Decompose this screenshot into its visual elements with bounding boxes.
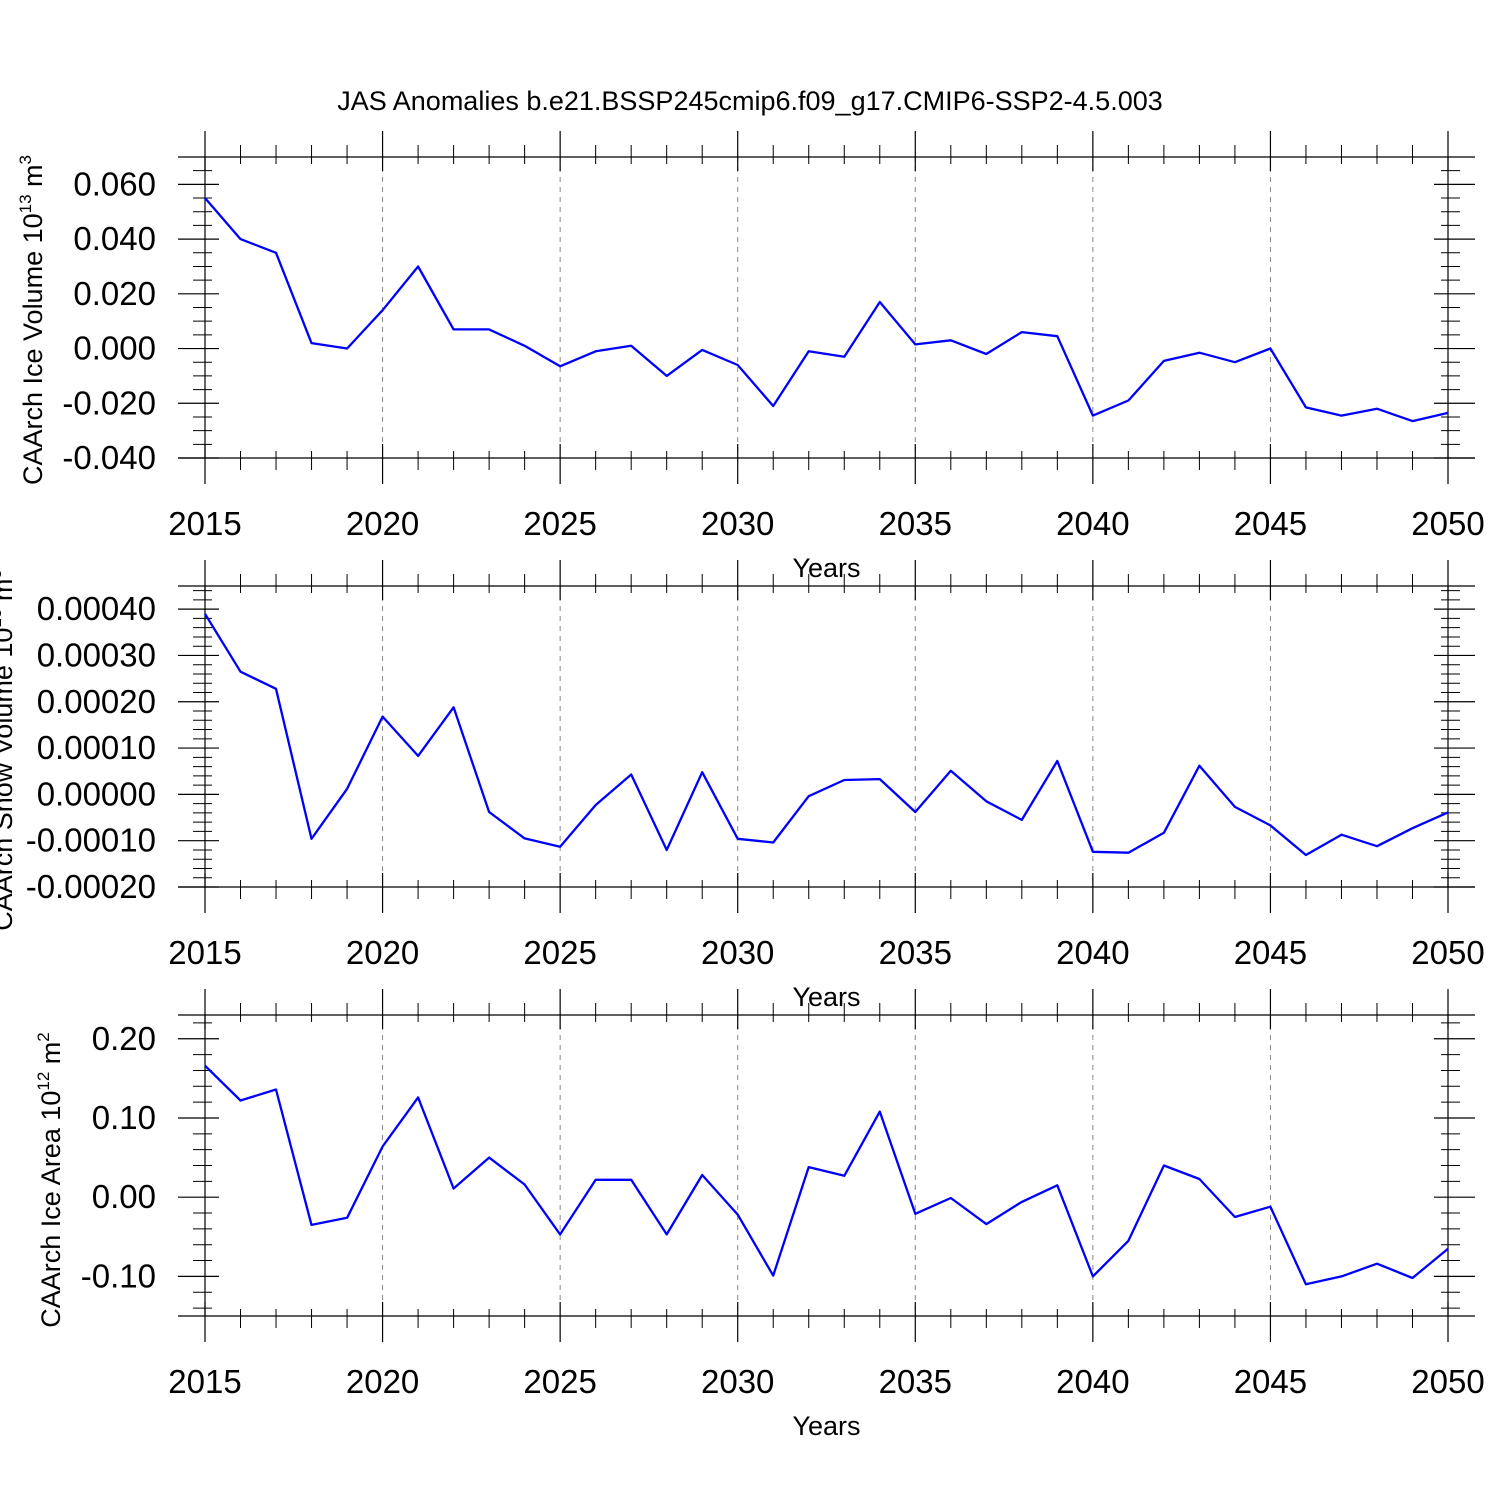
x-tick-label: 2040 xyxy=(1056,1363,1129,1400)
chart-panels: -0.040 -0.020 0.000 0.020 0.040 0.060 2015 2020… xyxy=(0,131,1485,1441)
x-tick-label: 2040 xyxy=(1056,934,1129,971)
x-tick-label: 2050 xyxy=(1411,1363,1484,1400)
y-tick-label: -0.020 xyxy=(62,384,156,421)
x-tick-label: 2050 xyxy=(1411,505,1484,542)
y-tick-label: -0.10 xyxy=(81,1257,156,1294)
y-tick-label: 0.040 xyxy=(73,220,156,257)
y-tick-label: 0.00040 xyxy=(37,590,156,627)
x-tick-label: 2025 xyxy=(523,934,596,971)
x-tick-label: 2035 xyxy=(879,1363,952,1400)
x-tick-label: 2035 xyxy=(879,505,952,542)
y-tick-label: 0.060 xyxy=(73,165,156,202)
chart-panel-2: -0.00020 -0.00010 0.00000 0.00010 0.00020 0.0… xyxy=(0,560,1485,1012)
chart-panel-3: -0.10 0.00 0.10 0.20 2015 2020 2025 2030 2035 204… xyxy=(34,989,1485,1441)
chart-panel-1: -0.040 -0.020 0.000 0.020 0.040 0.060 2015 2020… xyxy=(16,131,1485,583)
x-tick-label: 2020 xyxy=(346,1363,419,1400)
y-axis-label: CAArch Ice Volume 1013 m3 xyxy=(16,155,48,485)
series-line xyxy=(204,197,1449,423)
y-axis-label: CAArch Ice Area 1012 m2 xyxy=(34,1032,66,1328)
y-tick-label: 0.00010 xyxy=(37,729,156,766)
x-tick-label: 2030 xyxy=(701,505,774,542)
y-tick-label: -0.00020 xyxy=(26,868,156,905)
x-tick-label: 2035 xyxy=(879,934,952,971)
y-tick-label: -0.00010 xyxy=(26,822,156,859)
x-tick-label: 2015 xyxy=(168,505,241,542)
chart-title: JAS Anomalies b.e21.BSSP245cmip6.f09_g17… xyxy=(337,86,1163,116)
x-tick-label: 2030 xyxy=(701,1363,774,1400)
x-tick-label: 2020 xyxy=(346,505,419,542)
y-tick-label: 0.000 xyxy=(73,330,156,367)
x-tick-label: 2025 xyxy=(523,1363,596,1400)
y-tick-label: -0.040 xyxy=(62,439,156,476)
x-tick-label: 2040 xyxy=(1056,505,1129,542)
y-tick-label: 0.00030 xyxy=(37,636,156,673)
x-tick-label: 2025 xyxy=(523,505,596,542)
y-tick-label: 0.00 xyxy=(92,1178,156,1215)
x-tick-label: 2050 xyxy=(1411,934,1484,971)
y-tick-label: 0.00020 xyxy=(37,683,156,720)
x-tick-label: 2045 xyxy=(1234,1363,1307,1400)
y-tick-label: 0.10 xyxy=(92,1099,156,1136)
y-tick-label: 0.020 xyxy=(73,275,156,312)
x-tick-label: 2020 xyxy=(346,934,419,971)
x-tick-label: 2015 xyxy=(168,1363,241,1400)
x-axis-label: Years xyxy=(792,1411,860,1441)
y-tick-label: 0.20 xyxy=(92,1020,156,1057)
y-axis-label: CAArch Snow Volume 1013 m3 xyxy=(0,569,18,931)
x-tick-label: 2015 xyxy=(168,934,241,971)
y-tick-label: 0.00000 xyxy=(37,775,156,812)
x-axis-label: Years xyxy=(792,982,860,1012)
x-tick-label: 2045 xyxy=(1234,934,1307,971)
x-axis-label: Years xyxy=(792,553,860,583)
series-line xyxy=(204,1064,1449,1286)
x-tick-label: 2045 xyxy=(1234,505,1307,542)
x-tick-label: 2030 xyxy=(701,934,774,971)
series-line xyxy=(204,613,1449,857)
